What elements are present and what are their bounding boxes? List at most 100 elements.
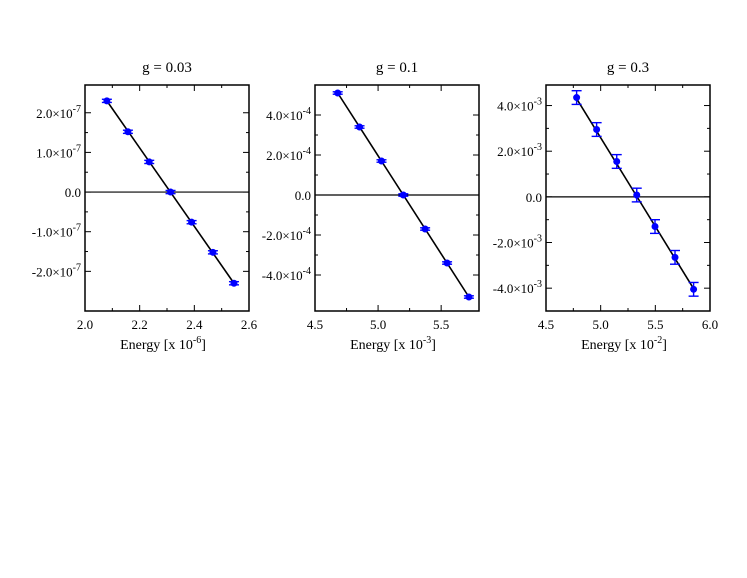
data-marker: [145, 158, 153, 166]
x-tick-label: 2.0: [77, 317, 93, 332]
y-tick-exponent: -4: [303, 146, 311, 157]
y-tick-exponent: -7: [73, 223, 81, 234]
x-tick-label: 6.0: [702, 317, 718, 332]
y-tick-label: -4.0×10-3: [493, 279, 542, 296]
y-tick-label: 4.0×10-3: [497, 97, 542, 114]
y-tick-label: -2.0×10-4: [262, 226, 311, 243]
y-tick-mantissa: 1.0×10: [36, 145, 73, 160]
chart-panel-2: g = 0.14.5 5.0 5.54.0×10-42.0×10-40.0-2.0×…: [262, 60, 480, 353]
x-axis-label: Energy [x 10-6]: [120, 335, 206, 353]
x-axis-label-text: Energy [x 10: [581, 338, 654, 353]
data-marker: [573, 94, 581, 102]
y-tick-mantissa: 0.0: [65, 185, 81, 200]
data-marker: [613, 157, 621, 165]
x-tick-label: 2.2: [132, 317, 148, 332]
data-point-4: [165, 188, 176, 196]
data-point-6: [442, 259, 453, 267]
y-tick-label: 2.0×10-4: [266, 146, 311, 163]
y-tick-mantissa: -4.0×10: [493, 281, 534, 296]
y-tick-mantissa: 2.0×10: [497, 144, 534, 159]
data-marker: [465, 293, 473, 301]
y-tick-mantissa: -2.0×10: [493, 236, 534, 251]
x-tick-label: 5.5: [433, 317, 449, 332]
y-tick-mantissa: 4.0×10: [497, 99, 534, 114]
x-tick-label: 5.0: [370, 317, 386, 332]
chart-panel-1: g = 0.032.0 2.2 2.4 2.62.0×10-71.0×10-70.0-…: [32, 60, 258, 353]
x-axis-label-text: Energy [x 10: [120, 338, 193, 353]
x-tick-label: 2.6: [241, 317, 258, 332]
data-point-3: [611, 153, 622, 170]
data-marker: [167, 188, 175, 196]
data-marker: [593, 126, 601, 134]
plot-frame: [545, 84, 711, 312]
data-point-3: [144, 158, 155, 166]
data-marker: [103, 97, 111, 105]
chart-title: g = 0.1: [376, 60, 418, 76]
data-point-4: [631, 187, 642, 203]
y-tick-label: 0.0: [526, 190, 542, 205]
data-marker: [124, 128, 132, 136]
y-tick-label: 4.0×10-4: [266, 106, 311, 123]
y-tick-mantissa: 0.0: [526, 190, 542, 205]
data-point-5: [650, 218, 661, 235]
data-marker: [690, 285, 698, 293]
y-tick-exponent: -3: [534, 142, 542, 153]
data-marker: [671, 253, 679, 261]
data-marker: [188, 218, 196, 226]
x-axis-label-bracket: ]: [662, 338, 667, 353]
data-point-2: [354, 123, 365, 131]
data-point-6: [670, 249, 681, 265]
y-tick-mantissa: -2.0×10: [32, 264, 73, 279]
data-point-3: [376, 157, 387, 165]
data-point-1: [571, 90, 582, 106]
data-point-1: [101, 97, 112, 105]
data-point-2: [591, 121, 602, 138]
y-tick-label: -2.0×10-7: [32, 262, 81, 279]
y-tick-exponent: -7: [73, 104, 81, 115]
chart-panel-3: g = 0.34.5 5.0 5.5 6.04.0×10-32.0×10-30.0-2…: [493, 60, 718, 353]
y-tick-exponent: -4: [303, 266, 311, 277]
chart-title: g = 0.3: [607, 60, 649, 76]
y-tick-mantissa: 0.0: [295, 188, 311, 203]
plot-frame: [84, 84, 250, 312]
data-point-1: [332, 89, 343, 97]
data-marker: [356, 123, 364, 131]
data-point-7: [463, 293, 474, 301]
y-tick-exponent: -7: [73, 262, 81, 273]
data-marker: [377, 157, 385, 165]
y-tick-label: -2.0×10-3: [493, 234, 542, 251]
x-tick-label: 2.4: [186, 317, 203, 332]
data-marker: [443, 259, 451, 267]
x-axis-label-exponent: -2: [654, 335, 662, 346]
data-marker: [334, 89, 342, 97]
y-tick-mantissa: -4.0×10: [262, 268, 303, 283]
data-marker: [209, 248, 217, 256]
y-tick-label: -4.0×10-4: [262, 266, 311, 283]
x-axis-label-bracket: ]: [431, 338, 436, 353]
data-point-7: [688, 281, 699, 297]
data-point-6: [207, 248, 218, 256]
x-axis-label-exponent: -6: [193, 335, 201, 346]
data-marker: [651, 223, 659, 231]
data-marker: [230, 279, 238, 287]
x-axis-label-text: Energy [x 10: [350, 338, 423, 353]
data-point-5: [186, 218, 197, 226]
data-point-2: [122, 128, 133, 136]
y-tick-mantissa: 2.0×10: [266, 148, 303, 163]
y-tick-mantissa: -2.0×10: [262, 228, 303, 243]
x-axis-label-exponent: -3: [423, 335, 431, 346]
data-point-5: [420, 225, 431, 233]
y-tick-exponent: -3: [534, 234, 542, 245]
y-tick-label: -1.0×10-7: [32, 223, 81, 240]
x-tick-label: 4.5: [538, 317, 554, 332]
y-tick-label: 2.0×10-7: [36, 104, 81, 121]
data-marker: [633, 191, 641, 199]
x-tick-label: 5.5: [647, 317, 663, 332]
data-marker: [399, 191, 407, 199]
data-marker: [421, 225, 429, 233]
x-tick-label: 5.0: [593, 317, 609, 332]
data-point-4: [398, 191, 409, 199]
plot-frame: [314, 84, 480, 312]
y-tick-label: 0.0: [65, 185, 81, 200]
